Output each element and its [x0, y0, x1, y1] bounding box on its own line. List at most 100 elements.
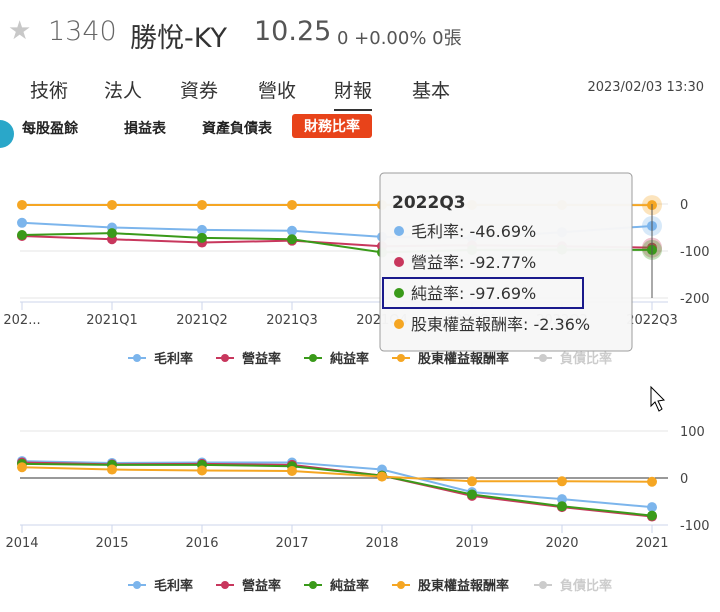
data-point[interactable]	[287, 199, 297, 210]
tooltip: 2022Q3 毛利率: -46.69% 營益率: -92.77% 純益率: -97.6…	[379, 172, 633, 352]
data-point[interactable]	[287, 465, 297, 476]
tooltip-marker	[394, 319, 404, 329]
subtab-eps[interactable]: 每股盈餘	[22, 121, 78, 137]
data-point[interactable]	[557, 501, 567, 512]
sub-tabs: 每股盈餘 損益表 資產負債表 財務比率	[0, 112, 720, 142]
legend-marker[interactable]	[309, 354, 317, 362]
tab-technical[interactable]: 技術	[30, 80, 69, 102]
data-point[interactable]	[197, 224, 207, 235]
tooltip-row: 營益率: -92.77%	[411, 253, 536, 272]
data-point[interactable]	[647, 502, 657, 513]
tab-revenue[interactable]: 營收	[258, 80, 297, 102]
y-tick-label: -100	[680, 245, 710, 260]
mouse-cursor-icon	[650, 385, 666, 412]
data-point[interactable]	[107, 228, 117, 239]
y-tick-label: 0	[680, 198, 688, 213]
subtab-financial-ratios[interactable]: 財務比率	[292, 114, 372, 138]
x-tick-label: 2022Q3	[626, 313, 678, 328]
legend-marker[interactable]	[221, 354, 229, 362]
subtab-income-statement[interactable]: 損益表	[124, 121, 166, 137]
tooltip-row: 純益率: -97.69%	[411, 284, 536, 303]
legend-label[interactable]: 營益率	[242, 578, 281, 594]
x-tick-label: 2020	[545, 536, 578, 551]
x-tick-label: 2021Q2	[176, 313, 228, 328]
tooltip-marker	[394, 257, 404, 267]
side-handle[interactable]	[0, 120, 14, 148]
legend-label[interactable]: 股東權益報酬率	[418, 351, 509, 367]
legend-marker[interactable]	[397, 354, 405, 362]
y-tick-label: 0	[680, 472, 688, 487]
legend-marker[interactable]	[539, 581, 547, 589]
data-point[interactable]	[647, 476, 657, 487]
data-point[interactable]	[197, 199, 207, 210]
tab-margin[interactable]: 資券	[180, 80, 219, 102]
data-point[interactable]	[467, 489, 477, 500]
data-point[interactable]	[557, 476, 567, 487]
y-tick-label: 100	[680, 425, 705, 440]
data-point[interactable]	[197, 232, 207, 243]
data-point[interactable]	[17, 217, 27, 228]
legend-label[interactable]: 營益率	[242, 351, 281, 367]
tooltip-highlight-box	[382, 277, 584, 309]
stock-price: 10.25	[254, 16, 332, 47]
legend-marker[interactable]	[133, 354, 141, 362]
y-tick-label: -100	[680, 519, 710, 534]
legend-label[interactable]: 股東權益報酬率	[418, 578, 509, 594]
x-tick-label: 2021Q3	[266, 313, 318, 328]
data-point[interactable]	[17, 230, 27, 241]
legend-marker[interactable]	[221, 581, 229, 589]
legend-label[interactable]: 純益率	[330, 351, 369, 367]
x-tick-label: 2015	[95, 536, 128, 551]
data-point[interactable]	[107, 464, 117, 475]
x-tick-label: 2017	[275, 536, 308, 551]
tab-institutional[interactable]: 法人	[104, 80, 143, 102]
legend-label[interactable]: 毛利率	[154, 578, 193, 594]
data-point[interactable]	[467, 476, 477, 487]
tooltip-marker	[394, 288, 404, 298]
quarterly-ratio-chart: 0-100-200202...2021Q12021Q22021Q32021Q42…	[3, 172, 710, 412]
legend-marker[interactable]	[133, 581, 141, 589]
series-line-毛利率	[21, 460, 653, 509]
legend-label[interactable]: 負債比率	[560, 578, 612, 594]
legend-label[interactable]: 純益率	[330, 578, 369, 594]
annual-ratio-chart: 100 0 -100 2014 2015 2016 2017 2018 2019 2020 2021…	[5, 425, 710, 594]
stock-code: 1340	[48, 16, 117, 47]
tooltip-title: 2022Q3	[392, 193, 466, 213]
tooltip-marker	[394, 226, 404, 236]
star-icon[interactable]: ★	[8, 16, 32, 46]
data-point[interactable]	[17, 462, 27, 473]
legend-label[interactable]: 毛利率	[154, 351, 193, 367]
series-line-純益率	[21, 462, 653, 517]
legend-marker[interactable]	[539, 354, 547, 362]
stock-header: ★ 1340 勝悅-KY 10.25 0 +0.00% 0張	[0, 0, 720, 66]
data-point[interactable]	[377, 471, 387, 482]
x-tick-label: 2019	[455, 536, 488, 551]
x-tick-label: 2021	[635, 536, 668, 551]
tab-basic[interactable]: 基本	[412, 80, 451, 102]
data-point[interactable]	[107, 199, 117, 210]
data-point[interactable]	[17, 199, 27, 210]
x-tick-label: 2021Q1	[86, 313, 138, 328]
subtab-balance-sheet[interactable]: 資產負債表	[202, 121, 272, 137]
data-point[interactable]	[287, 234, 297, 245]
tab-financials[interactable]: 財報	[334, 76, 373, 111]
legend-marker[interactable]	[309, 581, 317, 589]
series-line-股東權益報酬率	[21, 466, 653, 483]
tooltip-row: 股東權益報酬率: -2.36%	[411, 315, 590, 334]
data-point[interactable]	[557, 494, 567, 505]
tooltip-row: 毛利率: -46.69%	[411, 222, 536, 241]
x-tick-label: 202...	[3, 313, 40, 328]
data-point[interactable]	[197, 465, 207, 476]
tooltip-box	[379, 172, 633, 352]
stock-name: 勝悅-KY	[130, 23, 227, 54]
x-tick-label: 2018	[365, 536, 398, 551]
x-tick-label: 2016	[185, 536, 218, 551]
y-tick-label: -200	[680, 292, 710, 307]
data-point[interactable]	[647, 510, 657, 521]
legend-label[interactable]: 負債比率	[560, 351, 612, 367]
timestamp: 2023/02/03 13:30	[587, 80, 704, 95]
legend-marker[interactable]	[397, 581, 405, 589]
data-point[interactable]	[287, 225, 297, 236]
stock-change: 0 +0.00% 0張	[337, 28, 462, 49]
main-tabs: 技術 法人 資券 營收 財報 基本 2023/02/03 13:30	[0, 70, 720, 114]
